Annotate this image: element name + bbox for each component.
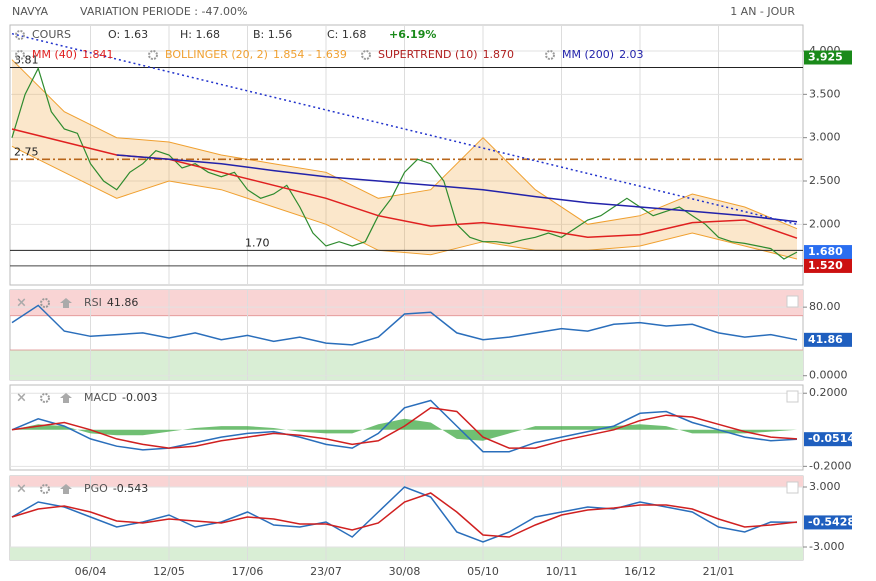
histogram-area (12, 418, 797, 441)
x-tick-label: 06/04 (75, 565, 107, 578)
period[interactable]: 1 AN - JOUR (730, 5, 795, 18)
close-icon[interactable]: × (16, 391, 27, 406)
panel-toggle[interactable] (786, 390, 799, 403)
close-icon[interactable]: × (16, 296, 27, 311)
panel-title: RSI (84, 296, 102, 309)
price-tag-label: 1.680 (808, 245, 843, 258)
x-tick-label: 12/05 (153, 565, 185, 578)
panel-title: PGO (84, 482, 108, 495)
instrument: NAVYA (12, 5, 48, 18)
price-tag (804, 432, 852, 447)
legend-readout: 1.854 - 1.639 (273, 48, 347, 61)
legend-label[interactable]: SUPERTREND (10) (378, 48, 478, 61)
y-tick-label: 3.500 (809, 87, 841, 100)
level-label: 1.70 (245, 236, 270, 249)
zone (10, 350, 803, 380)
y-tick-label: 0.2000 (809, 386, 848, 399)
y-tick-label: 80.00 (809, 300, 841, 313)
zone (10, 290, 803, 316)
band-upper (11, 59, 798, 230)
panel-frame (9, 24, 804, 286)
arrow-icon[interactable] (60, 393, 72, 403)
arrow-icon[interactable] (60, 298, 72, 308)
legend-readout: 1.841 (82, 48, 114, 61)
series-line (11, 492, 798, 538)
panel-toggle[interactable] (786, 481, 799, 494)
level-label: 2.75 (14, 145, 39, 158)
gear-icon[interactable] (545, 50, 555, 60)
series-line (11, 66, 798, 260)
legend-label[interactable]: MM (200) (562, 48, 614, 61)
gear-icon[interactable] (15, 50, 25, 60)
series-line (11, 486, 798, 543)
x-tick-label: 05/10 (467, 565, 499, 578)
x-tick-label: 30/08 (389, 565, 421, 578)
ohlc: O: 1.63 (108, 28, 148, 41)
series-line (11, 399, 798, 453)
gear-icon[interactable] (361, 50, 371, 60)
series-line (116, 154, 798, 223)
series-line (11, 304, 798, 346)
x-tick-label: 23/07 (310, 565, 342, 578)
panel-title: MACD (84, 391, 117, 404)
gear-icon[interactable] (148, 50, 158, 60)
legend-readout: 2.03 (619, 48, 644, 61)
y-tick-label: 0.0000 (809, 369, 848, 382)
ohlc: H: 1.68 (180, 28, 220, 41)
legend-label[interactable]: MM (40) (32, 48, 77, 61)
panel-readout: 41.86 (107, 296, 139, 309)
price-tag (804, 245, 852, 260)
panel-toggle[interactable] (786, 295, 799, 308)
price-tag (804, 515, 852, 530)
variation: VARIATION PERIODE : -47.00% (80, 5, 247, 18)
arrow-icon[interactable] (60, 484, 72, 494)
ohlc: C: 1.68 (327, 28, 366, 41)
zone (10, 547, 803, 560)
legend-readout: 1.870 (483, 48, 515, 61)
price-tag-label: -0.0514 (808, 432, 855, 445)
y-tick-label: 2.500 (809, 174, 841, 187)
gear-icon[interactable] (40, 484, 50, 494)
price-tag-label: 1.520 (808, 259, 843, 272)
x-tick-label: 16/12 (624, 565, 656, 578)
gear-icon[interactable] (40, 393, 50, 403)
y-tick-label: 3.000 (809, 131, 841, 144)
y-tick-label: 3.000 (809, 480, 841, 493)
panel-readout: -0.003 (122, 391, 157, 404)
price-tag (804, 50, 852, 65)
price-tag (804, 332, 852, 347)
price-tag (804, 258, 852, 273)
x-tick-label: 21/01 (703, 565, 735, 578)
y-tick-label: -3.000 (809, 540, 844, 553)
y-tick-label: 2.000 (809, 217, 841, 230)
x-tick-label: 17/06 (232, 565, 264, 578)
band-lower (11, 145, 798, 260)
series-line (11, 407, 798, 449)
price-tag-label: -0.5428 (808, 515, 855, 528)
level-label: 3.81 (14, 53, 39, 66)
gear-icon[interactable] (15, 30, 25, 40)
panel-readout: -0.543 (113, 482, 148, 495)
price-tag-label: 41.86 (808, 333, 843, 346)
y-tick-label: -0.2000 (809, 459, 851, 472)
close-icon[interactable]: × (16, 482, 27, 497)
price-tag-label: 3.925 (808, 51, 843, 64)
change: +6.19% (389, 28, 436, 41)
panel-frame (9, 475, 804, 561)
zone (10, 476, 803, 487)
legend-label[interactable]: BOLLINGER (20, 2) (165, 48, 268, 61)
ohlc: B: 1.56 (253, 28, 292, 41)
gear-icon[interactable] (40, 298, 50, 308)
legend-label: COURS (32, 28, 71, 41)
x-tick-label: 10/11 (546, 565, 578, 578)
